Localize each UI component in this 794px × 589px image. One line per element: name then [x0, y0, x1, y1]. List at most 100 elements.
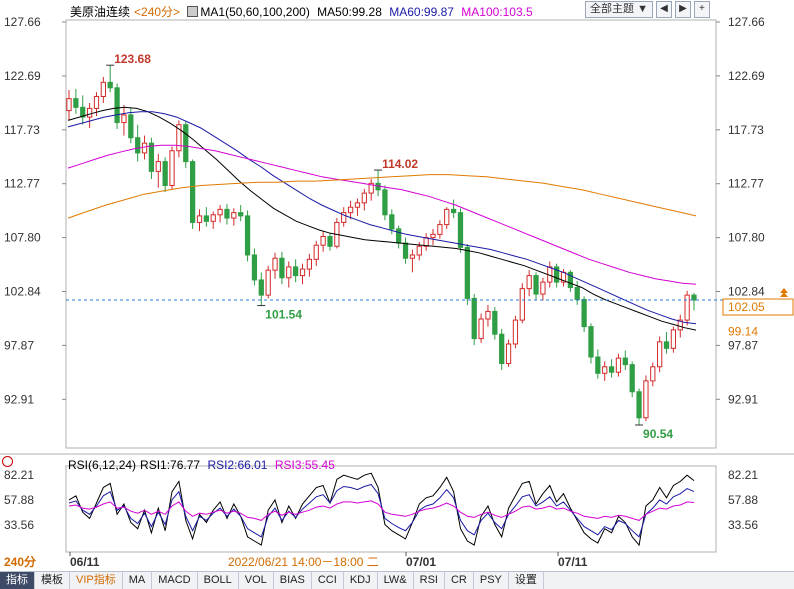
rsi1-value: RSI1:76.77: [140, 458, 201, 472]
rsi3-value: RSI3:55.45: [274, 458, 335, 472]
ma100-value: MA100:103.5: [461, 5, 533, 19]
candle-body: [244, 215, 251, 256]
cursor-time-label: 2022/06/21 14:00－18:00 二: [228, 555, 379, 569]
rsi-tick-left: 33.56: [4, 518, 34, 532]
last-price-label: 102.05: [728, 300, 765, 314]
price-tick-left: 127.66: [4, 15, 41, 29]
tab-4[interactable]: MACD: [152, 572, 198, 589]
candle-body: [533, 275, 539, 295]
tab-9[interactable]: KDJ: [344, 572, 378, 589]
candle-body: [368, 182, 374, 194]
rsi2-value: RSI2:66.01: [207, 458, 268, 472]
candle-body: [396, 228, 402, 244]
candle-body: [430, 233, 436, 239]
tab-12[interactable]: CR: [445, 572, 474, 589]
candle-body: [238, 212, 244, 217]
candle-body: [554, 266, 560, 283]
add-button[interactable]: +: [693, 1, 710, 18]
tab-8[interactable]: CCI: [312, 572, 344, 589]
candle-body: [66, 98, 72, 112]
candle-body: [595, 356, 601, 374]
candle-body: [107, 81, 113, 89]
candle-body: [286, 266, 292, 279]
rsi-tick-right: 82.21: [728, 468, 758, 482]
candle-body: [574, 287, 580, 300]
candle-body: [183, 124, 189, 163]
candle-body: [636, 391, 642, 419]
ma-definition: MA1(50,60,100,200): [200, 5, 310, 19]
candle-body: [450, 208, 457, 214]
theme-dropdown[interactable]: 全部主题 ▼: [585, 1, 653, 18]
candle-body: [615, 357, 622, 373]
rsi-panel-frame: [65, 465, 717, 553]
candle-body: [691, 294, 697, 301]
candle-body: [622, 357, 628, 366]
price-tick-left: 102.84: [4, 285, 41, 299]
candle-body: [457, 212, 464, 248]
candle-body: [629, 364, 635, 393]
price-tick-right: 127.66: [728, 15, 765, 29]
last-price-box: [722, 298, 794, 316]
rsi-tick-left: 82.21: [4, 468, 34, 482]
next-button[interactable]: ▶: [674, 1, 691, 18]
candle-body: [86, 107, 93, 118]
tab-7[interactable]: BIAS: [274, 572, 312, 589]
candle-body: [279, 257, 285, 279]
tab-6[interactable]: VOL: [239, 572, 274, 589]
price-tick-right: 92.91: [728, 392, 758, 406]
price-pointer-icon: [780, 292, 788, 298]
candle-body: [444, 208, 450, 226]
indicator-tabs: 指标 模板 VIP指标 MA MACD BOLL VOL BIAS CCI KDJ LW& RSI CR…: [0, 571, 794, 589]
tab-11[interactable]: RSI: [414, 572, 445, 589]
price-pointer-icon: [780, 288, 788, 294]
price-tick-left: 122.69: [4, 69, 41, 83]
price-tick-left: 107.80: [4, 231, 41, 245]
candle-body: [416, 245, 422, 256]
grid-icon[interactable]: [187, 6, 199, 17]
price-panel-frame: [65, 19, 717, 449]
candle-body: [526, 275, 532, 290]
candle-body: [258, 279, 264, 296]
candle-body: [602, 366, 608, 374]
extreme-label: 114.02: [382, 157, 418, 171]
price-tick-right: 122.69: [728, 69, 765, 83]
chevron-down-icon: ▼: [637, 3, 648, 15]
period-label[interactable]: <240分>: [134, 5, 181, 19]
candle-body: [141, 142, 148, 154]
candle-body: [306, 258, 313, 270]
candle-body: [643, 380, 649, 419]
tab-13[interactable]: PSY: [474, 572, 509, 589]
candle-body: [677, 319, 683, 331]
tab-1[interactable]: 模板: [35, 572, 70, 589]
price-tick-right: 97.87: [728, 338, 758, 352]
candle-body: [327, 236, 333, 247]
time-label: 07/01: [406, 555, 436, 569]
candle-body: [299, 268, 306, 277]
candle-body: [203, 215, 209, 222]
candle-body: [162, 161, 168, 186]
theme-label: 全部主题: [590, 3, 634, 15]
tab-2[interactable]: VIP指标: [70, 572, 123, 589]
prev-button[interactable]: ◀: [655, 1, 672, 18]
ma-line-ma50: [67, 106, 697, 331]
candle-body: [409, 254, 416, 259]
rsi-legend: RSI(6,12,24) RSI1:76.77 RSI2:66.01 RSI3:5…: [68, 458, 339, 472]
candle-body: [210, 214, 216, 222]
ma-line-ma100: [67, 144, 697, 285]
tab-10[interactable]: LW&: [378, 572, 414, 589]
candle-body: [128, 114, 134, 139]
time-label: 07/11: [558, 555, 588, 569]
candle-body: [670, 329, 677, 349]
tab-5[interactable]: BOLL: [198, 572, 239, 589]
tab-14[interactable]: 设置: [509, 572, 544, 589]
ma-line-ma60: [67, 111, 697, 325]
candle-body: [485, 310, 491, 320]
tab-3[interactable]: MA: [123, 572, 153, 589]
candle-body: [272, 257, 278, 271]
tab-0[interactable]: 指标: [0, 572, 35, 589]
candle-body: [499, 333, 505, 365]
rsi-tick-left: 57.88: [4, 493, 34, 507]
candle-body: [402, 242, 409, 259]
crosshair-icon[interactable]: [2, 456, 13, 467]
